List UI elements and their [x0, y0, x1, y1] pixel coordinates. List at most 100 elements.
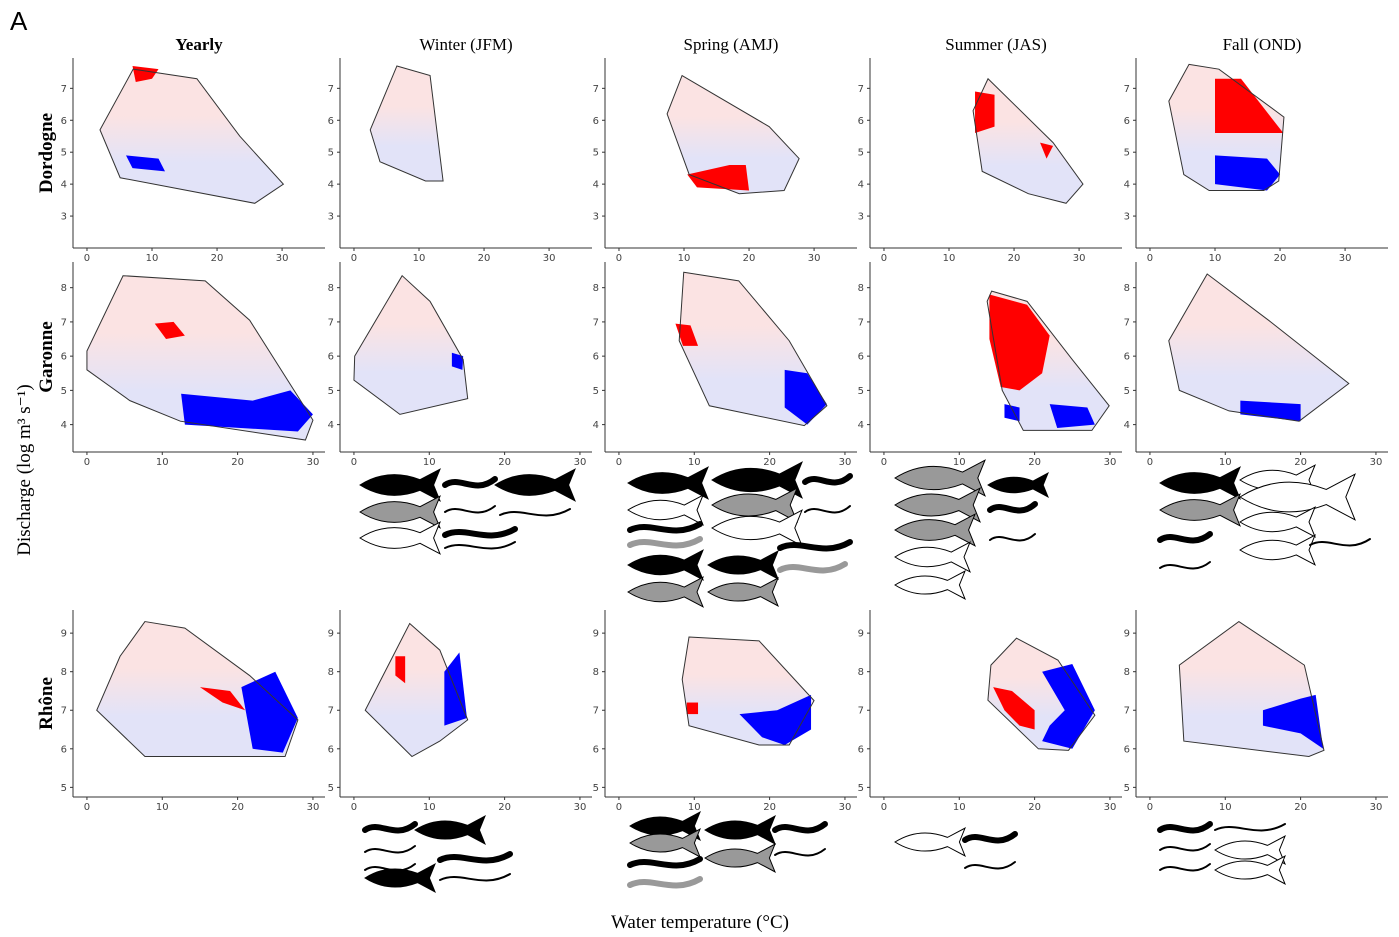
panel: 0 10 20 30 3 4 5 6 7: [1124, 58, 1388, 264]
y-tick-label: 4: [1124, 180, 1130, 191]
hull-outline: [364, 622, 469, 758]
x-tick-label: 30: [276, 253, 289, 264]
eel-icon: [499, 508, 571, 517]
decrease-region: [784, 369, 827, 425]
x-tick-label: 10: [156, 457, 169, 468]
fish-icon: [711, 461, 803, 499]
hull: [370, 65, 444, 181]
x-tick-label: 30: [1104, 457, 1117, 468]
x-axis-label: Water temperature (°C): [611, 912, 789, 933]
y-tick-label: 7: [858, 317, 864, 328]
y-tick-label: 6: [328, 352, 334, 363]
fish-icon: [707, 577, 779, 607]
hull-outline: [96, 621, 299, 758]
y-tick-label: 7: [328, 317, 334, 328]
fish-icon: [1214, 835, 1286, 865]
y-tick-label: 7: [1124, 317, 1130, 328]
y-tick-label: 7: [593, 84, 599, 95]
y-tick-label: 6: [593, 352, 599, 363]
x-tick-label: 0: [1147, 457, 1153, 468]
y-tick-label: 7: [328, 706, 334, 717]
hull-outline: [972, 77, 1084, 204]
row-title: Dordogne: [36, 113, 57, 193]
increase-region: [675, 323, 699, 346]
x-tick-label: 0: [616, 802, 622, 813]
x-tick-label: 10: [678, 253, 691, 264]
x-tick-label: 0: [881, 802, 887, 813]
increase-region: [199, 687, 246, 711]
hull-outline: [986, 290, 1110, 431]
hull-outline: [86, 275, 314, 441]
y-tick-label: 7: [61, 84, 67, 95]
x-tick-label: 0: [881, 457, 887, 468]
decrease-region: [451, 352, 464, 370]
y-tick-label: 4: [858, 420, 864, 431]
hull: [353, 275, 468, 415]
y-tick-label: 4: [61, 420, 67, 431]
x-tick-label: 10: [953, 457, 966, 468]
y-tick-label: 4: [328, 180, 334, 191]
x-tick-label: 0: [84, 457, 90, 468]
x-tick-label: 30: [307, 457, 320, 468]
panel: 0 10 20 30 5 6 7 8 9: [858, 610, 1122, 813]
x-tick-label: 0: [84, 253, 90, 264]
increase-region: [686, 702, 699, 715]
x-tick-label: 0: [351, 253, 357, 264]
y-tick-label: 9: [328, 629, 334, 640]
fish-icon: [1239, 534, 1316, 566]
x-tick-label: 10: [423, 802, 436, 813]
fish-icon: [1239, 506, 1316, 538]
fish-icon: [1159, 466, 1241, 500]
y-tick-label: 5: [593, 148, 599, 159]
x-tick-label: 20: [231, 457, 244, 468]
y-tick-label: 7: [593, 317, 599, 328]
hull: [99, 69, 284, 204]
panel: 0 10 20 30 5 6 7 8 9: [1124, 610, 1388, 813]
fish-icon: [704, 815, 776, 845]
eel-icon: [362, 821, 418, 834]
hull: [667, 75, 800, 194]
y-axis-label: Discharge (log m³ s⁻¹): [14, 384, 35, 555]
decrease-region: [1215, 155, 1281, 191]
panel: 0 10 20 30 4 5 6 7 8: [858, 262, 1122, 468]
x-tick-label: 20: [478, 253, 491, 264]
y-tick-label: 4: [593, 180, 599, 191]
y-tick-label: 5: [858, 386, 864, 397]
panel: 0 10 20 30 3 4 5 6 7: [593, 58, 857, 264]
y-tick-label: 6: [1124, 744, 1130, 755]
eel-icon: [962, 831, 1018, 844]
fish-icon: [894, 513, 976, 547]
fish-icon: [1239, 473, 1356, 521]
x-tick-label: 20: [1008, 253, 1021, 264]
eel-icon: [1214, 823, 1286, 832]
increase-region: [154, 321, 185, 340]
hull-outline: [681, 636, 815, 746]
y-tick-label: 7: [858, 706, 864, 717]
x-tick-label: 20: [1028, 802, 1041, 813]
y-tick-label: 7: [593, 706, 599, 717]
eel-icon: [964, 861, 1016, 870]
eel-icon: [777, 561, 848, 574]
x-tick-label: 20: [498, 457, 511, 468]
x-tick-label: 20: [1294, 457, 1307, 468]
hull-outline: [1168, 273, 1350, 422]
y-tick-label: 5: [593, 783, 599, 794]
y-tick-label: 7: [1124, 706, 1130, 717]
panel: 0 10 20 30 4 5 6 7 8: [593, 262, 857, 468]
hull: [96, 621, 298, 757]
eel-icon: [989, 533, 1036, 542]
y-tick-label: 7: [1124, 84, 1130, 95]
panel: 0 10 20 30 3 4 5 6 7: [61, 58, 325, 264]
y-tick-label: 4: [593, 420, 599, 431]
y-tick-label: 6: [858, 352, 864, 363]
y-tick-label: 9: [61, 629, 67, 640]
eel-icon: [772, 821, 828, 834]
x-tick-label: 20: [231, 802, 244, 813]
x-tick-label: 0: [881, 253, 887, 264]
y-tick-label: 5: [593, 386, 599, 397]
x-tick-label: 20: [763, 802, 776, 813]
decrease-region: [1042, 663, 1095, 749]
hull-outline: [678, 271, 828, 427]
y-tick-label: 5: [61, 148, 67, 159]
x-tick-label: 30: [1104, 802, 1117, 813]
